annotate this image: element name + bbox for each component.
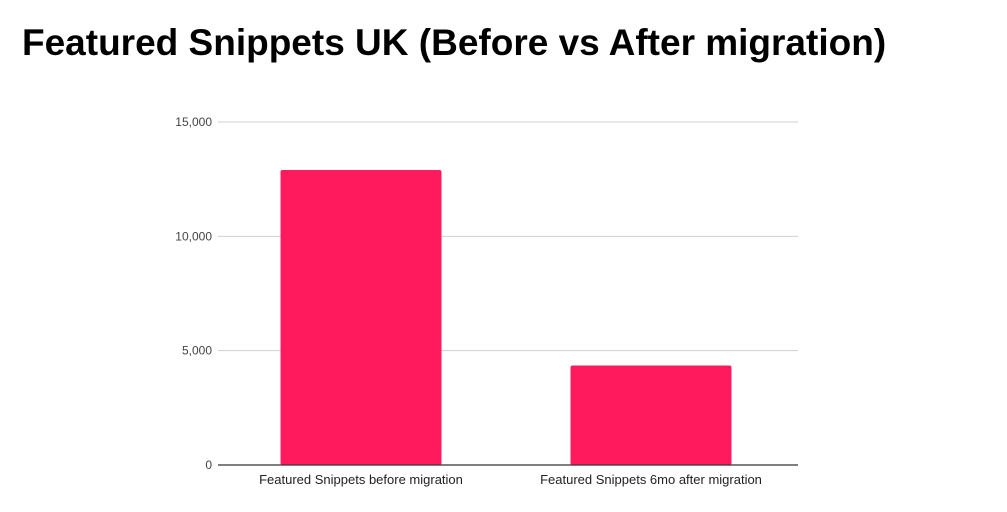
x-category-label: Featured Snippets 6mo after migration — [540, 472, 762, 487]
bars — [280, 170, 732, 465]
y-tick-label: 15,000 — [175, 115, 212, 129]
y-tick-label: 5,000 — [182, 344, 212, 358]
bar — [570, 365, 732, 465]
y-tick-label: 0 — [205, 458, 212, 472]
bar — [280, 170, 442, 465]
x-axis-category-labels: Featured Snippets before migration Featur… — [259, 472, 762, 487]
y-axis-tick-labels: 0 5,000 10,000 15,000 — [175, 115, 212, 472]
chart-title: Featured Snippets UK (Before vs After mi… — [22, 22, 887, 63]
y-tick-label: 10,000 — [175, 229, 212, 243]
x-category-label: Featured Snippets before migration — [259, 472, 463, 487]
